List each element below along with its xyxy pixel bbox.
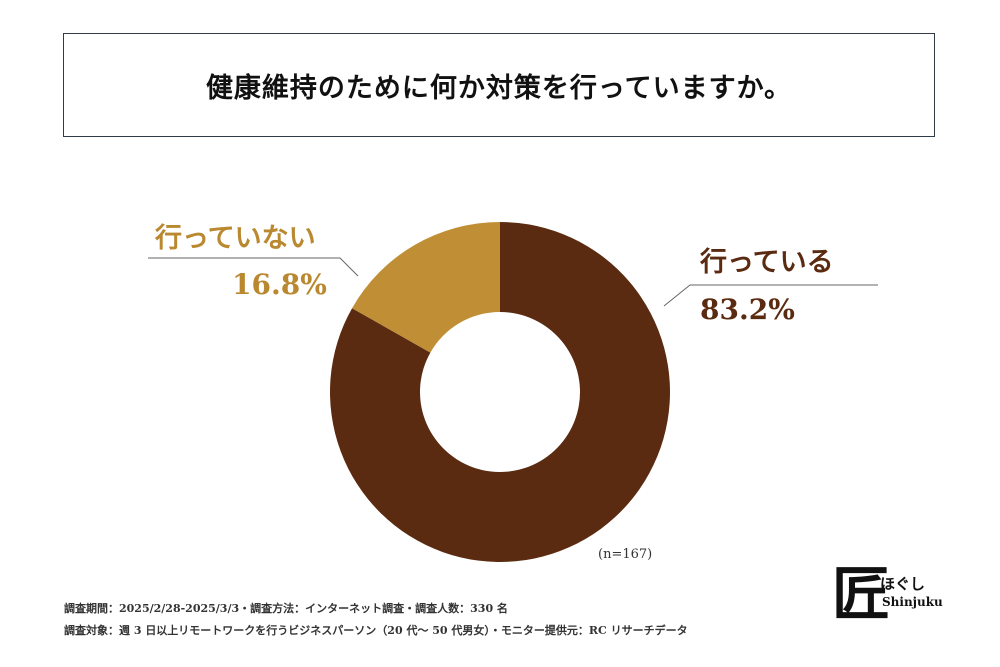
- leader-line-not-doing: [148, 257, 359, 277]
- slice-doing: [330, 222, 670, 562]
- label-not-doing: 行っていない: [155, 223, 316, 254]
- sample-size-note: (n=167): [598, 547, 653, 562]
- value-not-doing: 16.8%: [232, 268, 327, 301]
- logo-kana: ほぐし: [880, 575, 926, 593]
- label-doing: 行っている: [700, 247, 834, 278]
- title-box: 健康維持のために何か対策を行っていますか。: [63, 33, 935, 137]
- value-doing: 83.2%: [700, 293, 795, 326]
- logo-mark: 匠: [832, 560, 891, 628]
- survey-info-line-2: 調査対象：週 3 日以上リモートワークを行うビジネスパーソン（20 代〜 50 …: [64, 624, 688, 637]
- slice-not-doing: [352, 222, 500, 353]
- survey-info-line-1: 調査期間：2025/2/28-2025/3/3・調査方法：インターネット調査・調…: [64, 602, 508, 615]
- brand-logo: 匠 ほぐし Shinjuku: [830, 565, 950, 645]
- leader-line-doing: [663, 284, 878, 307]
- logo-en: Shinjuku: [882, 595, 943, 609]
- chart-title: 健康維持のために何か対策を行っていますか。: [205, 72, 793, 104]
